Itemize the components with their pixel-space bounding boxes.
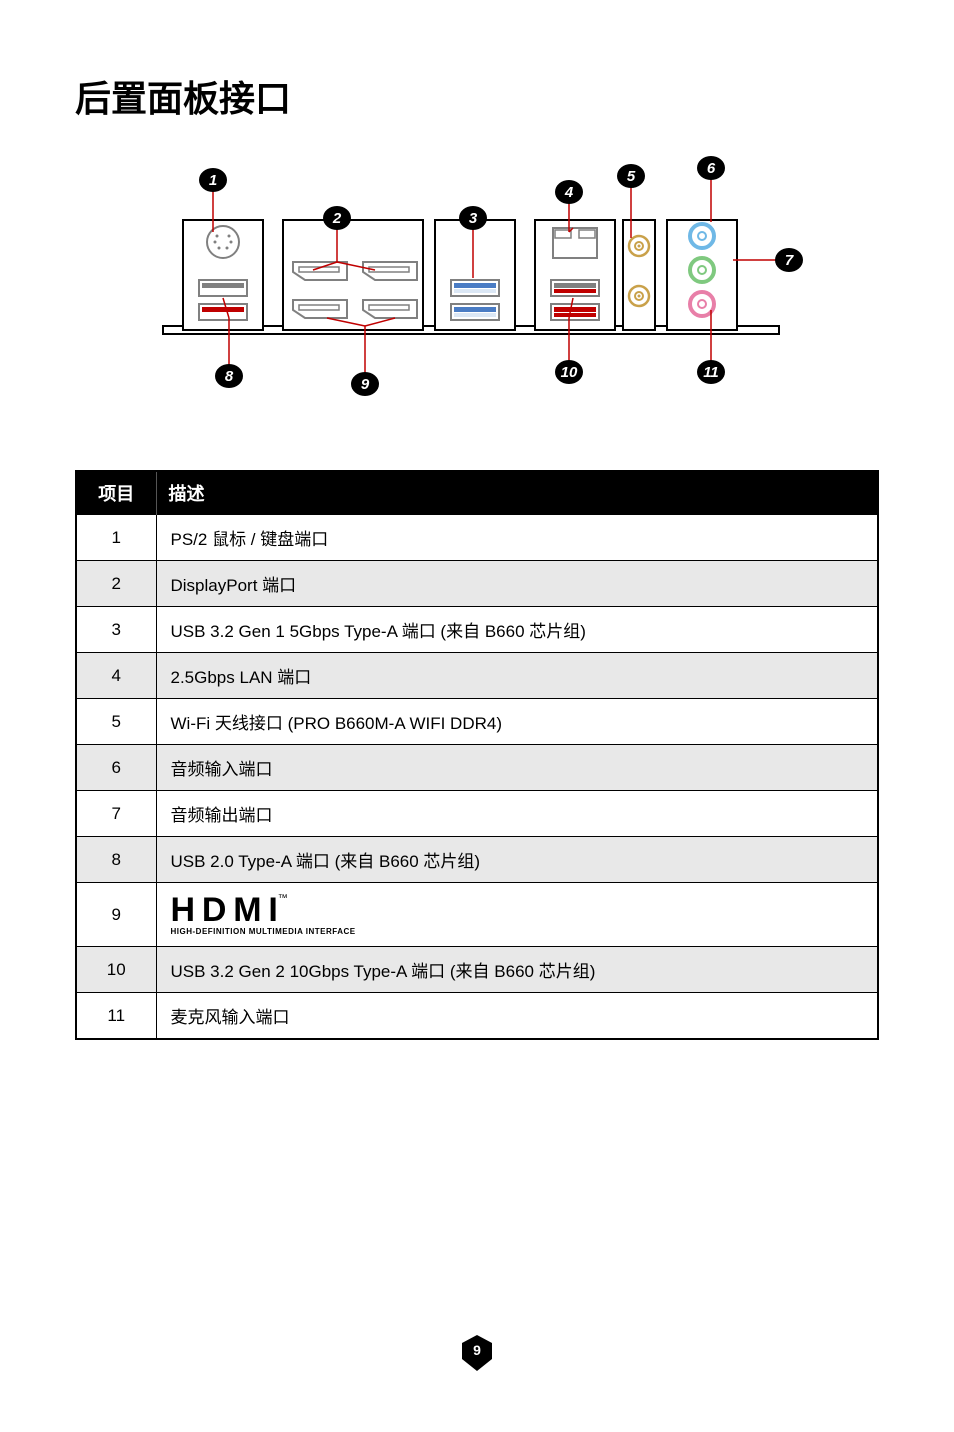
- page-number-badge: 9: [460, 1334, 494, 1372]
- table-cell-desc: Wi-Fi 天线接口 (PRO B660M-A WIFI DDR4): [156, 699, 878, 745]
- table-cell-item: 8: [76, 837, 156, 883]
- table-cell-desc: 2.5Gbps LAN 端口: [156, 653, 878, 699]
- table-row: 8USB 2.0 Type-A 端口 (来自 B660 芯片组): [76, 837, 878, 883]
- svg-text:7: 7: [785, 252, 794, 269]
- table-row: 9 H D M I™HIGH-DEFINITION MULTIMEDIA INTE…: [76, 883, 878, 947]
- page-number: 9: [460, 1342, 494, 1358]
- svg-text:11: 11: [703, 364, 719, 381]
- rear-io-diagram: 1 2 3 4 5 6 7 8 9 10 11: [75, 150, 879, 410]
- table-cell-item: 10: [76, 947, 156, 993]
- svg-text:10: 10: [561, 364, 578, 381]
- table-cell-desc: DisplayPort 端口: [156, 561, 878, 607]
- table-cell-item: 7: [76, 791, 156, 837]
- svg-text:6: 6: [707, 160, 716, 177]
- table-row: 6音频输入端口: [76, 745, 878, 791]
- svg-text:5: 5: [627, 168, 636, 185]
- table-cell-desc: 音频输入端口: [156, 745, 878, 791]
- table-cell-item: 3: [76, 607, 156, 653]
- table-cell-desc: USB 3.2 Gen 2 10Gbps Type-A 端口 (来自 B660 …: [156, 947, 878, 993]
- table-row: 11麦克风输入端口: [76, 993, 878, 1040]
- table-cell-desc: USB 2.0 Type-A 端口 (来自 B660 芯片组): [156, 837, 878, 883]
- table-cell-desc: 音频输出端口: [156, 791, 878, 837]
- table-header-item: 项目: [76, 471, 156, 515]
- table-row: 1PS/2 鼠标 / 键盘端口: [76, 515, 878, 561]
- table-row: 3USB 3.2 Gen 1 5Gbps Type-A 端口 (来自 B660 …: [76, 607, 878, 653]
- table-row: 5Wi-Fi 天线接口 (PRO B660M-A WIFI DDR4): [76, 699, 878, 745]
- table-cell-desc: PS/2 鼠标 / 键盘端口: [156, 515, 878, 561]
- table-header-desc: 描述: [156, 471, 878, 515]
- svg-text:3: 3: [469, 210, 478, 227]
- table-cell-item: 9: [76, 883, 156, 947]
- svg-text:2: 2: [332, 210, 342, 227]
- table-row: 42.5Gbps LAN 端口: [76, 653, 878, 699]
- table-cell-item: 1: [76, 515, 156, 561]
- table-cell-item: 4: [76, 653, 156, 699]
- svg-text:9: 9: [361, 376, 370, 393]
- hdmi-logo: H D M I™HIGH-DEFINITION MULTIMEDIA INTER…: [171, 893, 356, 936]
- table-cell-item: 11: [76, 993, 156, 1040]
- table-row: 2DisplayPort 端口: [76, 561, 878, 607]
- svg-text:8: 8: [225, 368, 234, 385]
- svg-text:4: 4: [564, 184, 574, 201]
- svg-text:1: 1: [209, 172, 217, 189]
- port-description-table: 项目 描述 1PS/2 鼠标 / 键盘端口2DisplayPort 端口3USB…: [75, 470, 879, 1040]
- table-cell-desc: 麦克风输入端口: [156, 993, 878, 1040]
- table-cell-desc: USB 3.2 Gen 1 5Gbps Type-A 端口 (来自 B660 芯…: [156, 607, 878, 653]
- table-cell-item: 5: [76, 699, 156, 745]
- table-cell-item: 6: [76, 745, 156, 791]
- table-row: 7音频输出端口: [76, 791, 878, 837]
- table-row: 10USB 3.2 Gen 2 10Gbps Type-A 端口 (来自 B66…: [76, 947, 878, 993]
- table-cell-desc: H D M I™HIGH-DEFINITION MULTIMEDIA INTER…: [156, 883, 878, 947]
- page-title: 后置面板接口: [75, 70, 879, 122]
- table-cell-item: 2: [76, 561, 156, 607]
